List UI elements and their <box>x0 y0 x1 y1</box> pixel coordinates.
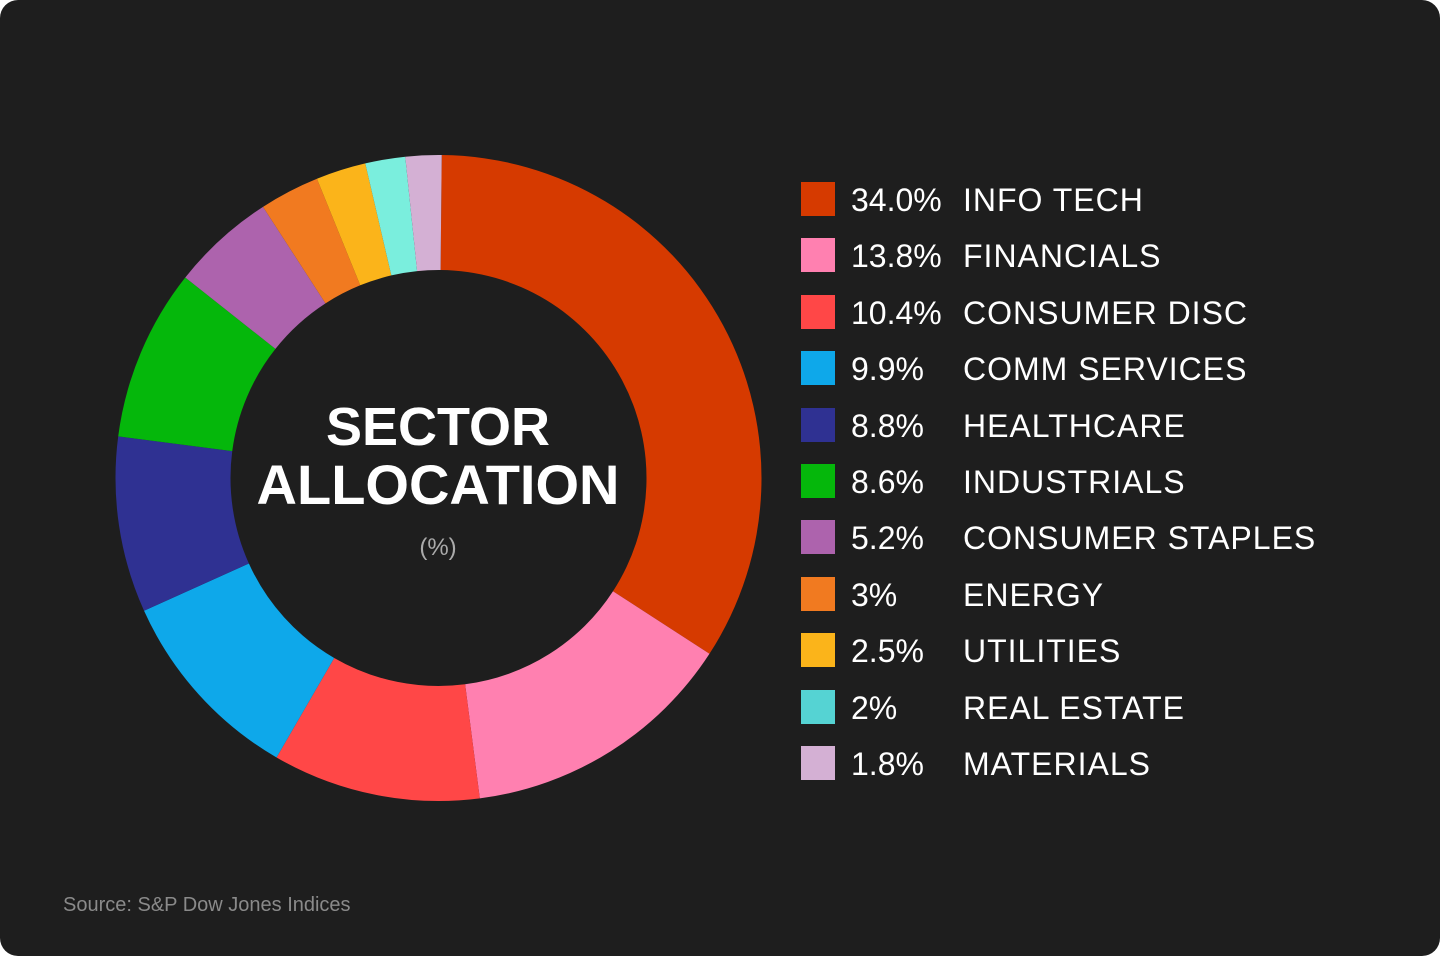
donut-chart <box>115 155 762 801</box>
legend-value: 9.9% <box>851 351 924 388</box>
legend-swatch <box>801 182 835 216</box>
legend-value: 2.5% <box>851 633 924 670</box>
legend-value: 10.4% <box>851 294 942 331</box>
legend-value: 1.8% <box>851 745 924 782</box>
legend-swatch <box>801 520 835 555</box>
legend-swatch <box>801 407 835 442</box>
legend-value: 5.2% <box>851 520 924 557</box>
legend-label: COMM SERVICES <box>963 351 1248 388</box>
slice-utilities <box>316 163 392 286</box>
slice-consumer-staples <box>185 206 326 349</box>
legend-value: 34.0% <box>851 182 942 218</box>
legend-value: 8.6% <box>851 463 924 500</box>
chart-title-line2: ALLOCATION <box>256 453 620 516</box>
legend-swatch <box>801 238 835 273</box>
legend-value: 2% <box>851 689 898 726</box>
legend-value: 13.8% <box>851 238 942 275</box>
legend-swatch <box>801 351 835 386</box>
slice-info-tech <box>440 155 762 654</box>
slice-healthcare <box>115 436 249 611</box>
legend-label: REAL ESTATE <box>963 689 1186 726</box>
slice-energy <box>263 178 361 304</box>
slice-materials <box>405 155 442 272</box>
legend-swatch <box>801 689 835 724</box>
chart-unit: (%) <box>419 534 457 561</box>
legend-label: HEALTHCARE <box>963 407 1186 444</box>
legend-value: 3% <box>851 576 898 613</box>
slice-industrials <box>118 277 276 452</box>
legend-label: UTILITIES <box>963 633 1122 670</box>
slice-financials <box>465 591 710 799</box>
legend-label: FINANCIALS <box>963 238 1162 275</box>
legend-swatch <box>801 294 835 329</box>
legend-swatch <box>801 576 835 611</box>
legend-swatch <box>801 463 835 498</box>
legend-label: ENERGY <box>963 576 1105 613</box>
legend-swatch <box>801 745 835 780</box>
legend-label: MATERIALS <box>963 745 1151 782</box>
source-note: Source: S&P Dow Jones Indices <box>63 894 351 916</box>
slice-real-estate <box>365 156 418 276</box>
legend-label: INFO TECH <box>963 182 1144 218</box>
chart-title-line1: SECTOR <box>325 397 551 457</box>
slice-comm-services <box>144 563 335 758</box>
slice-consumer-disc <box>276 657 480 801</box>
legend-label: CONSUMER STAPLES <box>963 520 1317 557</box>
legend-swatch <box>801 633 835 668</box>
legend-value: 8.8% <box>851 407 924 444</box>
legend-label: CONSUMER DISC <box>963 294 1249 331</box>
legend-label: INDUSTRIALS <box>963 463 1186 500</box>
